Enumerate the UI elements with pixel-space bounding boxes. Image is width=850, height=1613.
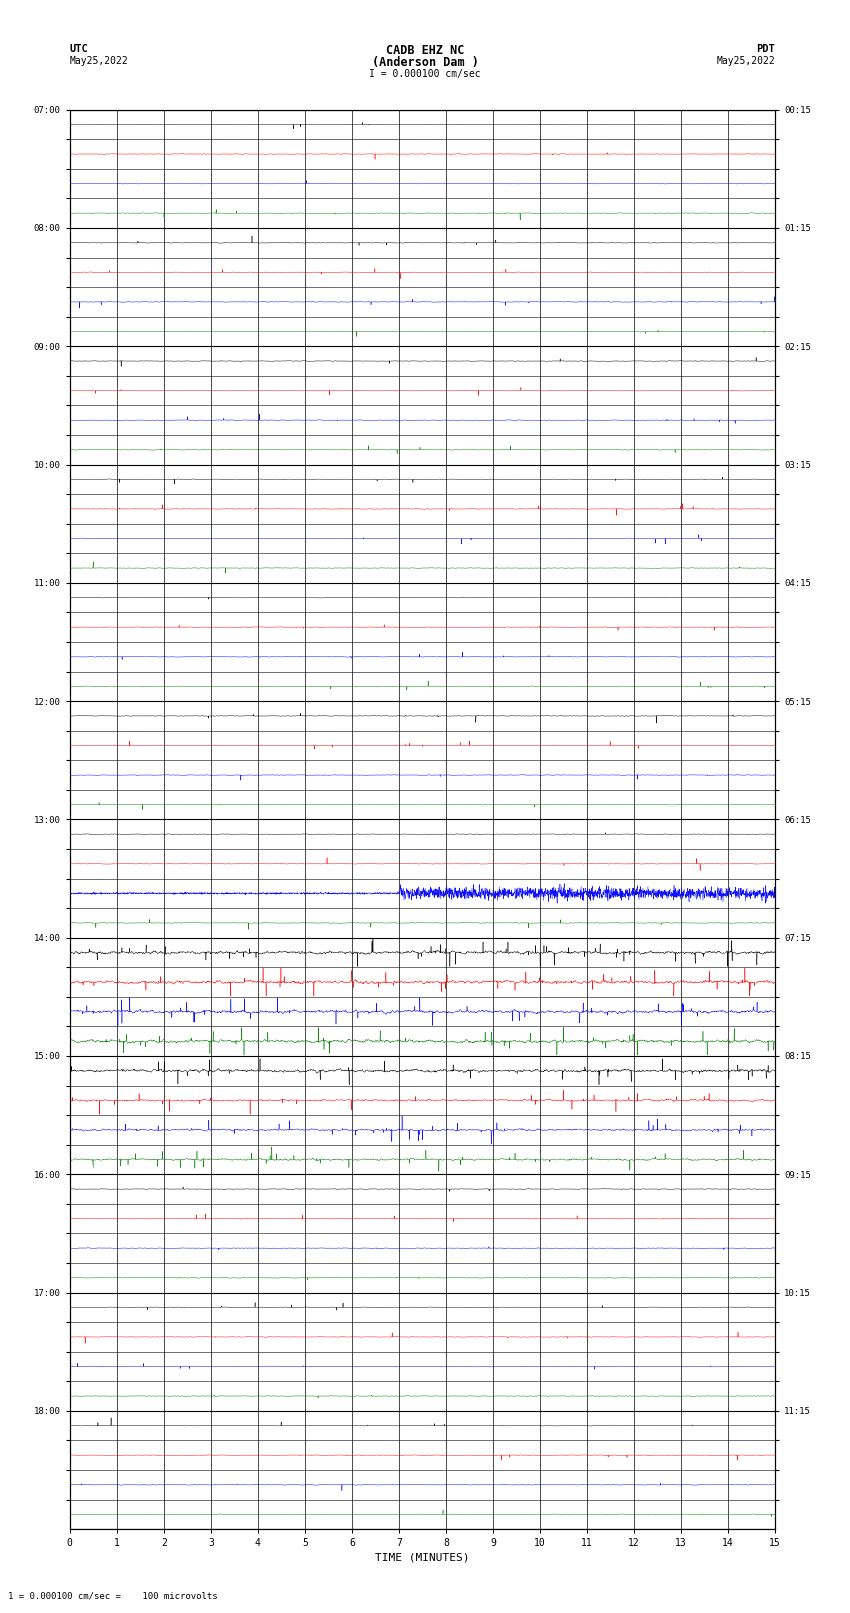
Text: 1 = 0.000100 cm/sec =    100 microvolts: 1 = 0.000100 cm/sec = 100 microvolts (8, 1590, 218, 1600)
Text: I = 0.000100 cm/sec: I = 0.000100 cm/sec (369, 69, 481, 79)
Text: May25,2022: May25,2022 (70, 56, 128, 66)
Text: May25,2022: May25,2022 (717, 56, 775, 66)
X-axis label: TIME (MINUTES): TIME (MINUTES) (375, 1552, 470, 1563)
Text: UTC: UTC (70, 44, 88, 53)
Text: CADB EHZ NC: CADB EHZ NC (386, 44, 464, 56)
Text: PDT: PDT (756, 44, 775, 53)
Text: (Anderson Dam ): (Anderson Dam ) (371, 56, 479, 69)
